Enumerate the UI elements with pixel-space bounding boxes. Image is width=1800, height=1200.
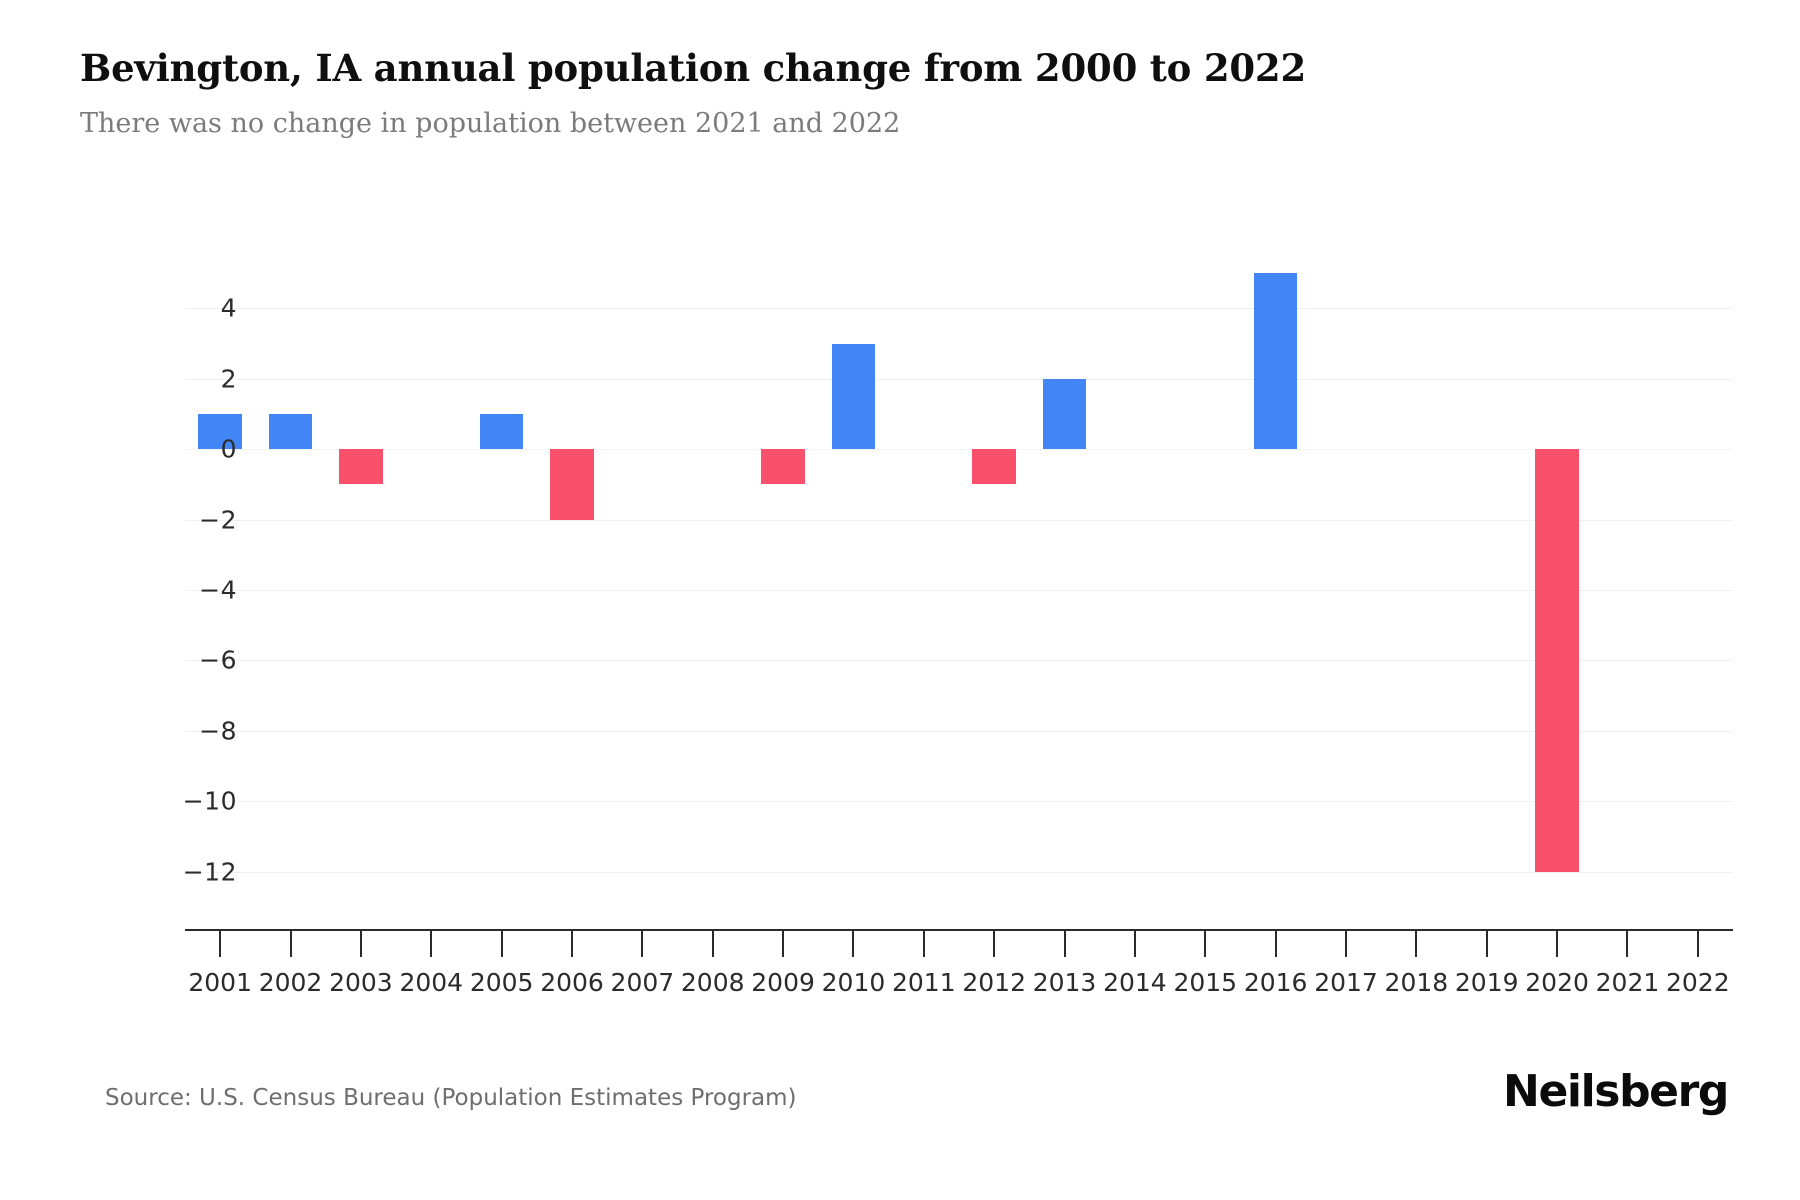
y-axis-tick-label: −4 bbox=[199, 575, 237, 605]
x-axis-tick bbox=[571, 931, 573, 957]
y-axis-tick-label: 0 bbox=[220, 434, 237, 464]
x-axis-tick bbox=[1415, 931, 1418, 957]
x-axis-tick bbox=[1063, 931, 1066, 957]
x-axis-tick bbox=[500, 931, 503, 957]
gridline bbox=[185, 590, 1733, 592]
x-axis-tick bbox=[1274, 931, 1277, 957]
x-axis-tick bbox=[289, 931, 292, 957]
gridline bbox=[185, 519, 1733, 521]
brand-logo: Neilsberg bbox=[1503, 1066, 1729, 1117]
plot-area bbox=[185, 252, 1733, 907]
x-axis-tick bbox=[711, 931, 714, 957]
gridline bbox=[185, 730, 1733, 732]
chart-header: Bevington, IA annual population change f… bbox=[80, 46, 1720, 141]
x-axis-tick-label-2010: 2010 bbox=[821, 968, 886, 997]
x-axis-tick bbox=[1204, 931, 1207, 957]
bar-2005[interactable] bbox=[479, 413, 524, 450]
gridline bbox=[185, 308, 1733, 310]
x-axis-tick-label-2003: 2003 bbox=[329, 968, 393, 997]
y-axis-tick-label: −12 bbox=[182, 857, 237, 887]
x-axis-tick-label-2001: 2001 bbox=[188, 968, 252, 997]
gridline bbox=[185, 871, 1733, 873]
x-axis-tick-label-2021: 2021 bbox=[1595, 968, 1660, 997]
x-axis-tick bbox=[1345, 931, 1347, 957]
source-note: Source: U.S. Census Bureau (Population E… bbox=[105, 1085, 797, 1111]
x-axis-tick bbox=[359, 931, 362, 957]
x-axis-tick bbox=[430, 931, 433, 957]
x-axis-tick-label-2015: 2015 bbox=[1173, 968, 1238, 997]
chart-subtitle: There was no change in population betwee… bbox=[80, 108, 901, 140]
bar-2016[interactable] bbox=[1253, 273, 1298, 450]
x-axis-tick-label-2017: 2017 bbox=[1314, 968, 1378, 997]
x-axis-tick-label-2020: 2020 bbox=[1525, 968, 1589, 997]
bar-2010[interactable] bbox=[831, 343, 876, 450]
x-axis-tick-label-2022: 2022 bbox=[1666, 968, 1730, 997]
x-axis-tick bbox=[1133, 931, 1136, 957]
y-axis-tick-label: −10 bbox=[182, 786, 237, 816]
x-axis-tick-label-2019: 2019 bbox=[1454, 968, 1519, 997]
x-axis-tick bbox=[219, 931, 222, 957]
y-axis-tick-label: −8 bbox=[199, 716, 237, 746]
bar-2009[interactable] bbox=[761, 449, 805, 485]
x-axis-tick bbox=[1696, 931, 1699, 957]
zero-line bbox=[185, 449, 1733, 451]
y-axis-tick-label: 2 bbox=[220, 364, 237, 394]
y-axis-tick-label: −2 bbox=[199, 505, 237, 535]
bar-2001[interactable] bbox=[198, 413, 242, 450]
x-axis-tick bbox=[852, 931, 855, 957]
x-axis-tick-label-2008: 2008 bbox=[680, 968, 745, 997]
x-axis-tick-label-2002: 2002 bbox=[258, 968, 323, 997]
bar-2002[interactable] bbox=[268, 413, 313, 450]
x-axis-tick bbox=[1626, 931, 1629, 957]
gridline bbox=[185, 801, 1733, 803]
y-axis-tick-label: 4 bbox=[220, 293, 237, 323]
gridline bbox=[185, 660, 1733, 662]
x-axis-tick bbox=[1485, 931, 1488, 957]
x-axis-tick-label-2006: 2006 bbox=[540, 968, 604, 997]
x-axis-tick-label-2012: 2012 bbox=[962, 968, 1026, 997]
page-title: Bevington, IA annual population change f… bbox=[80, 46, 1307, 90]
bar-2013[interactable] bbox=[1042, 378, 1087, 450]
x-axis-tick bbox=[993, 931, 996, 957]
bar-2020[interactable] bbox=[1535, 449, 1579, 872]
x-axis-tick-label-2007: 2007 bbox=[610, 968, 675, 997]
x-axis-tick-label-2004: 2004 bbox=[399, 968, 464, 997]
x-axis-tick bbox=[641, 931, 644, 957]
bar-2012[interactable] bbox=[972, 449, 1016, 485]
gridline bbox=[185, 378, 1733, 380]
x-axis-tick-label-2009: 2009 bbox=[751, 968, 815, 997]
y-axis-tick-label: −6 bbox=[199, 645, 237, 675]
x-axis-tick-label-2018: 2018 bbox=[1384, 968, 1449, 997]
x-axis-tick-label-2005: 2005 bbox=[469, 968, 534, 997]
x-axis-tick-label-2013: 2013 bbox=[1032, 968, 1097, 997]
bar-2006[interactable] bbox=[550, 449, 594, 520]
x-axis-line bbox=[185, 929, 1733, 931]
x-axis-tick bbox=[782, 931, 785, 957]
x-axis-tick-label-2011: 2011 bbox=[892, 968, 956, 997]
bar-2003[interactable] bbox=[339, 449, 383, 485]
x-axis-tick-label-2014: 2014 bbox=[1103, 968, 1167, 997]
x-axis-tick-label-2016: 2016 bbox=[1243, 968, 1308, 997]
x-axis-tick bbox=[922, 931, 925, 957]
x-axis-tick bbox=[1556, 931, 1559, 957]
